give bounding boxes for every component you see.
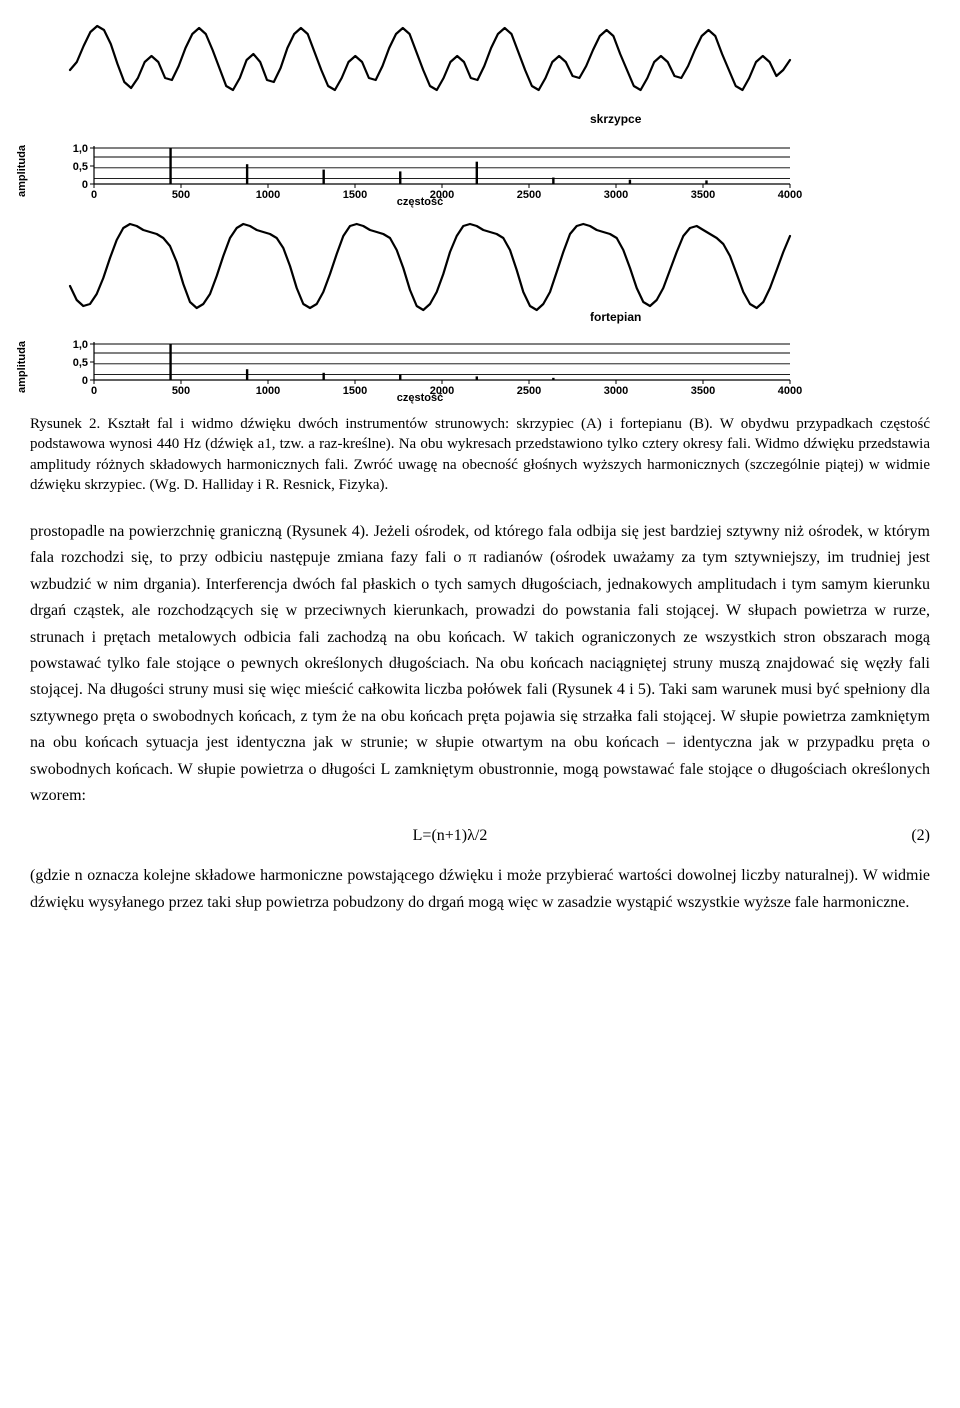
figure-2: skrzypce amplituda 050010001500200025003… [30, 20, 930, 404]
svg-text:0,5: 0,5 [73, 357, 88, 369]
piano-spectrum-ylabel: amplituda [16, 341, 28, 393]
svg-text:500: 500 [172, 189, 190, 198]
piano-spectrum: 0500100015002000250030003500400000,51,0 [30, 330, 810, 394]
svg-text:1,0: 1,0 [73, 143, 88, 155]
violin-spectrum-panel: amplituda 050010001500200025003000350040… [30, 134, 930, 208]
piano-waveform-panel: fortepian [30, 216, 930, 326]
violin-spectrum-ylabel: amplituda [16, 145, 28, 197]
equation-2: L=(n+1)λ/2 (2) [30, 827, 930, 845]
equation-text: L=(n+1)λ/2 [30, 827, 870, 845]
svg-text:0: 0 [91, 189, 97, 198]
svg-text:3500: 3500 [691, 385, 715, 394]
svg-text:2500: 2500 [517, 189, 541, 198]
violin-waveform [30, 20, 810, 130]
equation-number: (2) [870, 827, 930, 845]
svg-text:3000: 3000 [604, 189, 628, 198]
svg-text:4000: 4000 [778, 189, 802, 198]
svg-text:3500: 3500 [691, 189, 715, 198]
svg-text:3000: 3000 [604, 385, 628, 394]
svg-text:1000: 1000 [256, 385, 280, 394]
svg-text:0: 0 [91, 385, 97, 394]
violin-waveform-label: skrzypce [590, 112, 641, 126]
svg-text:1,0: 1,0 [73, 339, 88, 351]
svg-text:0: 0 [82, 179, 88, 191]
piano-waveform [30, 216, 810, 326]
body-paragraph-2: (gdzie n oznacza kolejne składowe harmon… [30, 863, 930, 916]
piano-spectrum-panel: amplituda 050010001500200025003000350040… [30, 330, 930, 404]
svg-text:2500: 2500 [517, 385, 541, 394]
svg-text:0,5: 0,5 [73, 161, 88, 173]
svg-text:1000: 1000 [256, 189, 280, 198]
piano-waveform-label: fortepian [590, 310, 641, 324]
svg-text:0: 0 [82, 375, 88, 387]
figure-caption: Rysunek 2. Kształt fal i widmo dźwięku d… [30, 414, 930, 495]
violin-spectrum: 0500100015002000250030003500400000,51,0 [30, 134, 810, 198]
svg-text:1500: 1500 [343, 385, 367, 394]
body-paragraph-1: prostopadle na powierzchnię graniczną (R… [30, 519, 930, 809]
svg-text:1500: 1500 [343, 189, 367, 198]
svg-text:500: 500 [172, 385, 190, 394]
svg-text:4000: 4000 [778, 385, 802, 394]
violin-waveform-panel: skrzypce [30, 20, 930, 130]
